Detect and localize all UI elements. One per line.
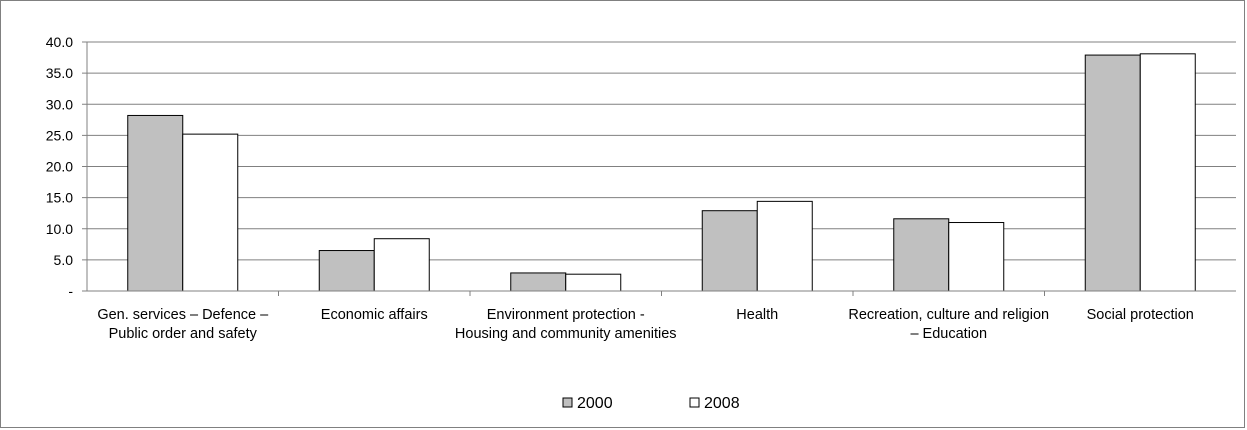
bar-2000-2 — [510, 272, 567, 292]
category-label-line: Housing and community amenities — [455, 326, 677, 342]
y-tick-label: 25.0 — [46, 127, 73, 143]
axes — [82, 41, 1236, 296]
bar-2008-1 — [373, 238, 430, 292]
y-tick-label: 20.0 — [46, 159, 73, 175]
bar-2000-0 — [127, 114, 184, 292]
category-label-line: Gen. services – Defence – — [97, 307, 269, 323]
category-label: Social protection — [1087, 307, 1194, 323]
y-tick-label: 10.0 — [46, 221, 73, 237]
gridlines — [87, 41, 1236, 261]
category-label: Recreation, culture and religion – Educat… — [848, 307, 1049, 342]
y-tick-label: 40.0 — [46, 34, 73, 50]
category-label-line: Public order and safety — [109, 326, 258, 342]
category-label: Health — [736, 307, 778, 323]
category-label: Environment protection - Housing and comm… — [455, 307, 677, 342]
bar-2008-0 — [182, 133, 239, 292]
category-label-line: Recreation, culture and religion — [848, 307, 1049, 323]
category-label-line: Social protection — [1087, 307, 1194, 323]
category-label: Economic affairs — [321, 307, 428, 323]
bar-2000-4 — [893, 218, 950, 292]
y-tick-label: 35.0 — [46, 65, 73, 81]
y-tick-label: 15.0 — [46, 190, 73, 206]
category-label-line: – Education — [910, 326, 987, 342]
category-label-line: Health — [736, 307, 778, 323]
bar-2000-1 — [318, 250, 375, 292]
bar-2008-5 — [1139, 53, 1196, 292]
y-tick-label: 30.0 — [46, 96, 73, 112]
bars — [127, 53, 1196, 292]
legend-swatch-2008 — [689, 397, 700, 408]
legend: 2000 2008 — [562, 395, 740, 412]
bar-2000-3 — [701, 210, 758, 292]
category-label-line: Environment protection - — [487, 307, 645, 323]
y-tick-label: 5.0 — [54, 252, 74, 268]
bar-2008-4 — [948, 222, 1005, 292]
bar-2008-3 — [756, 200, 813, 292]
category-label-line: Economic affairs — [321, 307, 428, 323]
bar-2000-5 — [1084, 54, 1141, 292]
legend-label-2000: 2000 — [577, 395, 613, 412]
legend-label-2008: 2008 — [704, 395, 740, 412]
y-tick-label: - — [68, 283, 73, 299]
labels: - 5.0 10.0 15.0 20.0 25.0 30.0 35.0 40.0 Gen. ser… — [46, 34, 1194, 342]
bar-2008-2 — [565, 273, 622, 292]
legend-swatch-2000 — [562, 397, 573, 408]
category-label: Gen. services – Defence – Public order an… — [97, 307, 269, 342]
